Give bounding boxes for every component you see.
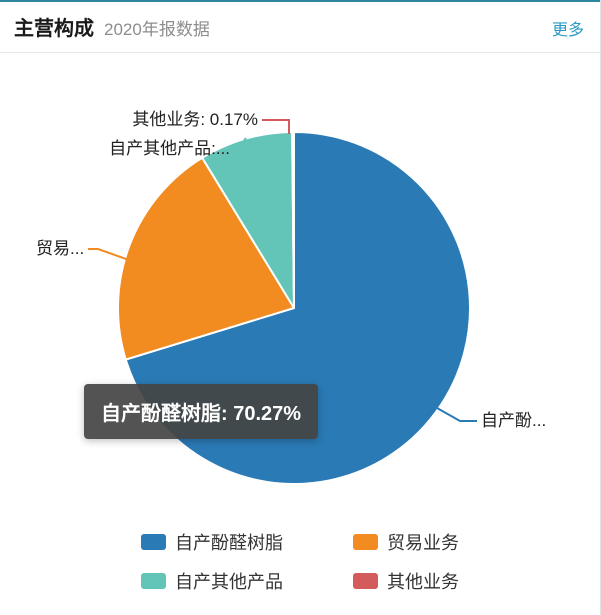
- legend-swatch-trade-business: [353, 534, 378, 550]
- legend-label-self-other-products: 自产其他产品: [175, 572, 283, 592]
- pie-slices-group: [117, 130, 471, 485]
- legend-label-other-business: 其他业务: [387, 572, 459, 592]
- legend-item-trade-business[interactable]: 贸易业务: [353, 529, 459, 555]
- more-link[interactable]: 更多: [551, 22, 584, 39]
- legend-label-trade-business: 贸易业务: [387, 533, 459, 553]
- slice-label-other-business: 其他业务: 0.17%: [132, 110, 258, 129]
- page-title: 主营构成: [14, 18, 94, 40]
- pie-callouts-group: 其他业务: 0.17% 自产其他产品:... 贸易... 自产酚...: [36, 110, 546, 430]
- legend-swatch-other-business: [353, 573, 378, 589]
- top-accent-bar: [0, 0, 600, 2]
- leader-line-phenolic-resin: [436, 407, 477, 422]
- leader-line-self-other-products: [232, 137, 247, 150]
- leader-line-trade-business: [88, 248, 130, 261]
- legend-swatch-phenolic-resin: [141, 534, 166, 550]
- chart-legend: 自产酚醛树脂 贸易业务 自产其他产品 其他业务: [0, 529, 600, 594]
- leader-line-other-business: [262, 119, 290, 134]
- report-period-label: 2020年报数据: [104, 20, 210, 39]
- legend-item-phenolic-resin[interactable]: 自产酚醛树脂: [141, 529, 283, 555]
- legend-swatch-self-other-products: [141, 573, 166, 589]
- slice-label-phenolic-resin: 自产酚...: [481, 411, 546, 430]
- slice-label-trade-business: 贸易...: [36, 239, 84, 258]
- legend-item-other-business[interactable]: 其他业务: [353, 568, 459, 594]
- pie-chart: 其他业务: 0.17% 自产其他产品:... 贸易... 自产酚...: [36, 110, 546, 485]
- pie-slice-4[interactable]: [291, 130, 295, 309]
- card-header: 主营构成 2020年报数据 更多: [0, 2, 600, 53]
- legend-label-phenolic-resin: 自产酚醛树脂: [175, 533, 283, 553]
- pie-slice-2[interactable]: [117, 156, 295, 361]
- slice-label-self-other-products: 自产其他产品:...: [109, 139, 230, 158]
- legend-item-self-other-products[interactable]: 自产其他产品: [141, 568, 283, 594]
